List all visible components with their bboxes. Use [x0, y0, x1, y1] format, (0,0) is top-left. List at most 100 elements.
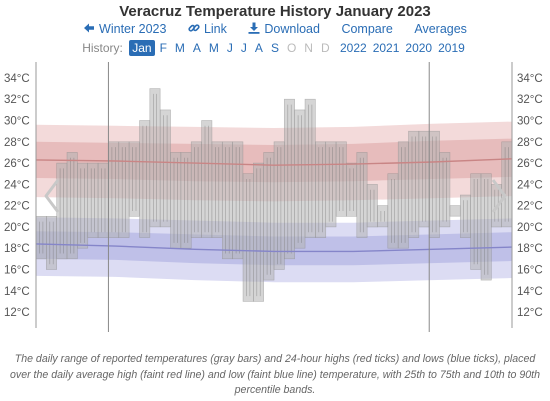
daily-range-bar-41[interactable] [459, 194, 471, 238]
daily-range-bar-43[interactable] [480, 173, 492, 281]
page-title: Veracruz Temperature History January 202… [119, 3, 431, 20]
y-tick-label-left: 24°C [4, 179, 30, 191]
history-month-10[interactable]: N [304, 41, 313, 55]
daily-range-bar-29[interactable] [335, 141, 347, 217]
y-tick-label-right: 34°C [517, 73, 543, 85]
daily-range-bar-23[interactable] [273, 141, 285, 270]
daily-range-bar-28[interactable] [325, 141, 337, 228]
daily-range-bar-27[interactable] [315, 141, 327, 238]
daily-range-bar-45[interactable] [501, 141, 513, 228]
history-month-8[interactable]: S [270, 41, 279, 55]
history-month-1[interactable]: F [159, 41, 167, 55]
daily-range-bar-7[interactable] [108, 141, 120, 238]
next-month-chevron-icon[interactable] [491, 179, 507, 213]
daily-range-bar-9[interactable] [128, 141, 140, 217]
daily-range-bar-34[interactable] [387, 173, 399, 249]
daily-range-bar-4[interactable] [77, 162, 89, 249]
daily-range-bar-5[interactable] [87, 162, 99, 238]
y-tick-label-right: 22°C [517, 201, 543, 213]
chart-caption: The daily range of reported temperatures… [10, 353, 541, 396]
y-tick-label-left: 30°C [4, 116, 30, 128]
history-years: 2022 2021 2020 2019 [337, 41, 468, 55]
history-months: Jan F M A M J J A S O N D [128, 40, 333, 56]
download-button[interactable]: Download [248, 22, 320, 36]
daily-range-bar-13[interactable] [170, 152, 182, 249]
daily-range-bar-18[interactable] [222, 141, 233, 260]
y-tick-label-left: 16°C [4, 264, 30, 276]
history-nav: History: Jan F M A M J J A S O N D 2022 2021 2020 2019 [0, 40, 550, 56]
y-tick-label-right: 24°C [517, 179, 543, 191]
history-year-2019[interactable]: 2019 [438, 41, 465, 55]
daily-range-bar-35[interactable] [397, 141, 409, 249]
avg-high-line [35, 158, 513, 166]
daily-range-bar-1[interactable] [45, 216, 57, 270]
prev-season-link[interactable]: Winter 2023 [83, 22, 166, 36]
history-month-11[interactable]: D [320, 41, 330, 55]
history-month-7[interactable]: A [254, 41, 263, 55]
y-tick-label-left: 20°C [4, 222, 30, 234]
history-month-5[interactable]: J [226, 41, 233, 55]
daily-range-bar-31[interactable] [356, 152, 368, 238]
daily-range-bar-22[interactable] [263, 152, 275, 281]
y-tick-label-left: 26°C [4, 158, 30, 170]
y-tick-label-right: 12°C [517, 307, 543, 319]
history-month-3[interactable]: A [192, 41, 201, 55]
y-tick-label-right: 16°C [517, 264, 543, 276]
daily-range-bar-39[interactable] [439, 152, 451, 228]
prev-month-chevron-icon[interactable] [44, 179, 60, 213]
link-icon [188, 24, 200, 32]
temperature-chart: 12°C 12°C 14°C 14°C 16°C 16°C 18°C 18°C 20°C 20°C… [4, 62, 543, 332]
averages-link[interactable]: Averages [414, 22, 467, 36]
daily-range-bar-20[interactable] [242, 173, 254, 302]
link-label: Link [203, 22, 227, 36]
download-icon [248, 22, 260, 34]
daily-range-bar-24[interactable] [283, 98, 295, 260]
history-label: History: [82, 41, 123, 55]
daily-range-bar-33[interactable] [377, 205, 389, 228]
arrow-left-icon [84, 23, 95, 33]
avg-low-line [35, 243, 513, 253]
daily-range-bar-37[interactable] [418, 130, 430, 228]
daily-range-bar-14[interactable] [180, 152, 192, 249]
compare-link[interactable]: Compare [341, 22, 393, 36]
daily-range-bar-25[interactable] [294, 109, 306, 249]
daily-range-bar-21[interactable] [253, 162, 264, 302]
history-month-6[interactable]: J [240, 41, 247, 55]
daily-range-bar-0[interactable] [35, 216, 47, 260]
toolbar: Winter 2023 Link Download Compare Averag… [0, 22, 550, 36]
daily-range-bar-3[interactable] [66, 152, 78, 260]
daily-range-bar-10[interactable] [139, 120, 151, 238]
history-year-2022[interactable]: 2022 [339, 41, 367, 55]
history-month-0[interactable]: Jan [129, 40, 155, 56]
daily-range-bar-15[interactable] [190, 141, 202, 238]
daily-range-bar-19[interactable] [232, 141, 244, 260]
y-tick-label-right: 26°C [517, 158, 543, 170]
daily-range-bar-17[interactable] [211, 141, 223, 238]
daily-range-bar-38[interactable] [428, 130, 440, 238]
daily-range-bar-32[interactable] [366, 184, 378, 228]
y-tick-label-right: 20°C [517, 222, 543, 234]
history-month-2[interactable]: M [174, 41, 185, 55]
daily-range-bar-16[interactable] [201, 120, 213, 238]
daily-range-bar-11[interactable] [149, 88, 161, 228]
daily-range-bar-26[interactable] [304, 98, 316, 238]
history-year-2020[interactable]: 2020 [405, 41, 433, 55]
history-month-9[interactable]: O [286, 41, 297, 55]
daily-range-bar-8[interactable] [118, 141, 130, 238]
y-tick-label-left: 12°C [4, 307, 30, 319]
y-tick-label-right: 18°C [517, 243, 543, 255]
y-tick-label-right: 30°C [517, 116, 543, 128]
y-tick-label-left: 32°C [4, 94, 30, 106]
y-tick-label-right: 28°C [517, 137, 543, 149]
y-tick-label-left: 18°C [4, 243, 30, 255]
daily-range-bar-12[interactable] [159, 109, 171, 228]
daily-range-bar-30[interactable] [346, 162, 358, 217]
daily-range-bar-6[interactable] [97, 162, 109, 238]
history-year-2021[interactable]: 2021 [372, 41, 400, 55]
download-label: Download [264, 22, 320, 36]
daily-range-bar-40[interactable] [449, 205, 461, 217]
history-month-4[interactable]: M [208, 41, 219, 55]
link-button[interactable]: Link [188, 22, 227, 36]
daily-range-bar-42[interactable] [470, 173, 482, 270]
daily-range-bar-36[interactable] [408, 130, 420, 238]
